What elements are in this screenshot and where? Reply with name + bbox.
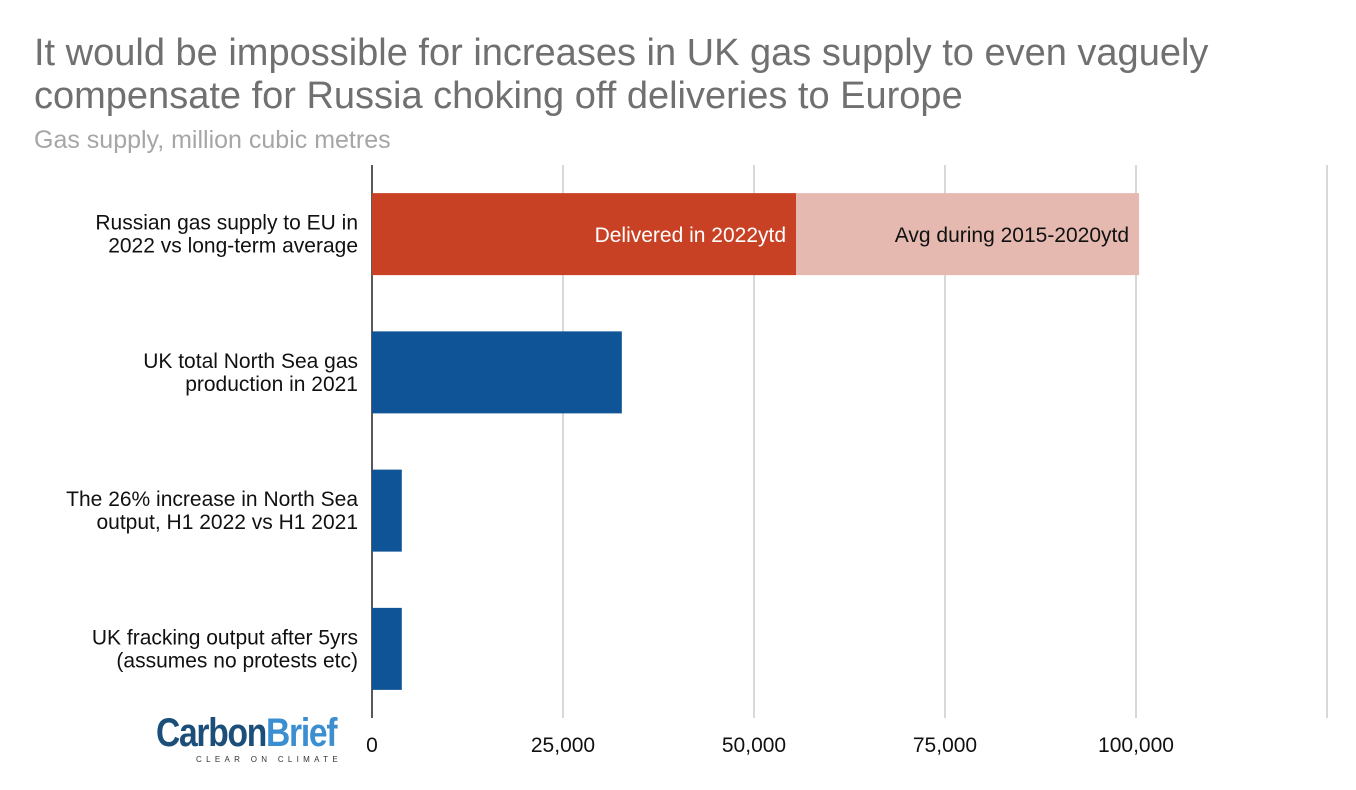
logo-carbon-text: Carbon	[156, 711, 267, 755]
bar	[372, 331, 622, 414]
bars	[372, 193, 1140, 690]
category-label: UK total North Sea gas production in 2021	[143, 350, 358, 396]
category-label: The 26% increase in North Sea output, H1 …	[66, 488, 358, 534]
category-labels: Russian gas supply to EU in 2022 vs long-…	[66, 212, 358, 673]
category-label: UK fracking output after 5yrs (assumes no…	[92, 626, 358, 672]
category-label: Russian gas supply to EU in 2022 vs long-…	[95, 212, 358, 258]
logo-tagline: CLEAR ON CLIMATE	[196, 755, 342, 764]
logo-brief-text: Brief	[266, 711, 338, 755]
chart-subtitle: Gas supply, million cubic metres	[34, 126, 391, 154]
x-axis-tick-labels: 0 25,000 50,000 75,000 100,000	[366, 734, 1174, 757]
bar	[796, 193, 1140, 276]
x-tick-label: 100,000	[1098, 734, 1174, 757]
x-tick-label: 25,000	[531, 734, 595, 757]
bar	[372, 607, 402, 690]
x-tick-label: 0	[366, 734, 378, 757]
series-labels: Delivered in 2022ytd Avg during 2015-2020…	[595, 224, 1129, 247]
bar	[372, 193, 797, 276]
series-label: Avg during 2015-2020ytd	[895, 224, 1129, 247]
bar	[372, 469, 402, 552]
logo-wordmark: CarbonBrief	[156, 711, 338, 755]
chart-title: It would be impossible for increases in …	[34, 32, 1209, 117]
x-tick-label: 75,000	[913, 734, 977, 757]
carbonbrief-logo: CarbonBrief CLEAR ON CLIMATE	[156, 713, 348, 764]
x-tick-label: 50,000	[722, 734, 786, 757]
series-label: Delivered in 2022ytd	[595, 224, 786, 247]
